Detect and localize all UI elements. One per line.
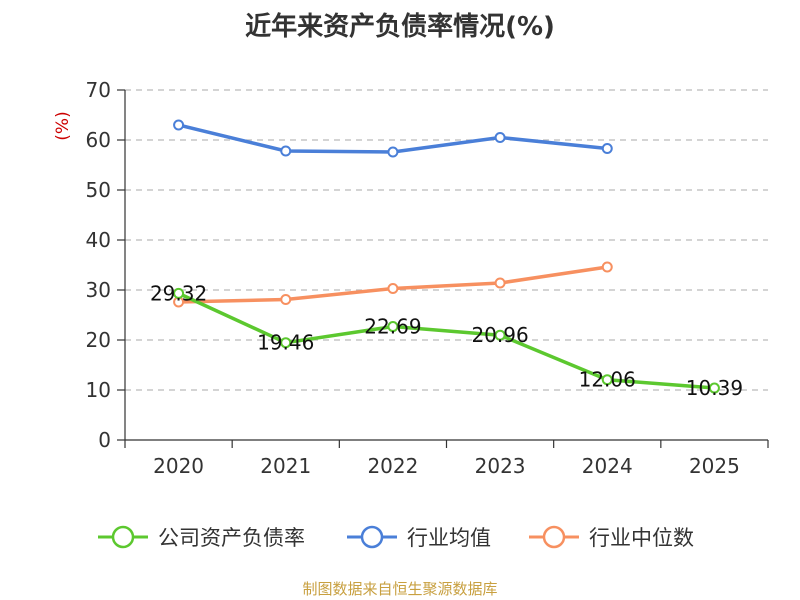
data-point bbox=[494, 329, 506, 341]
source-note: 制图数据来自恒生聚源数据库 bbox=[302, 580, 498, 598]
chart-title: 近年来资产负债率情况(%) bbox=[245, 12, 555, 42]
data-point bbox=[280, 337, 292, 349]
data-point bbox=[387, 283, 399, 294]
legend: 公司资产负债率 行业均值 行业中位数 bbox=[98, 525, 694, 550]
y-tick-label: 40 bbox=[86, 228, 111, 252]
y-axis-unit-label: (%) bbox=[53, 111, 73, 140]
data-point bbox=[387, 321, 399, 333]
x-tick-label: 2020 bbox=[153, 454, 204, 478]
axis-layer: 0 10 20 30 40 50 60 70 2020 2021 2022 2023 2024 2025 bbox=[86, 78, 769, 478]
x-tick-label: 2023 bbox=[475, 454, 526, 478]
legend-marker bbox=[111, 525, 135, 549]
data-point bbox=[494, 132, 506, 143]
x-tick-label: 2024 bbox=[582, 454, 633, 478]
data-point bbox=[173, 119, 185, 131]
y-tick-label: 0 bbox=[98, 428, 111, 452]
y-tick-label: 50 bbox=[86, 178, 111, 202]
data-label: 19.46 bbox=[257, 331, 314, 355]
series-line bbox=[177, 291, 715, 390]
data-point bbox=[601, 143, 613, 154]
data-point bbox=[387, 146, 399, 158]
data-point bbox=[494, 277, 506, 289]
x-tick-label: 2025 bbox=[689, 454, 740, 478]
x-tick-label: 2021 bbox=[260, 454, 311, 478]
y-tick-label: 20 bbox=[86, 328, 111, 352]
series-layer bbox=[173, 119, 720, 394]
data-label: 20.96 bbox=[471, 323, 528, 347]
data-label: 12.06 bbox=[579, 368, 636, 392]
data-point bbox=[280, 145, 292, 157]
data-label: 29.32 bbox=[150, 281, 207, 305]
legend-label: 公司资产负债率 bbox=[158, 526, 305, 550]
x-tick-label: 2022 bbox=[367, 454, 418, 478]
y-tick-label: 10 bbox=[86, 378, 111, 402]
y-tick-label: 60 bbox=[86, 128, 111, 152]
data-label: 22.69 bbox=[364, 315, 421, 339]
data-label: 10.39 bbox=[686, 376, 743, 400]
grid-layer bbox=[125, 89, 768, 391]
legend-marker bbox=[542, 525, 566, 549]
data-point bbox=[173, 287, 185, 299]
data-point bbox=[708, 382, 720, 394]
legend-label: 行业中位数 bbox=[589, 526, 694, 550]
data-point bbox=[280, 294, 292, 305]
legend-label: 行业均值 bbox=[407, 526, 491, 550]
data-label-layer: 29.32 19.46 22.69 20.96 12.06 10.39 bbox=[150, 281, 743, 400]
y-tick-label: 70 bbox=[86, 78, 111, 102]
y-tick-label: 30 bbox=[86, 278, 111, 302]
data-point bbox=[601, 374, 613, 386]
legend-marker bbox=[360, 525, 384, 549]
data-point bbox=[601, 261, 613, 273]
